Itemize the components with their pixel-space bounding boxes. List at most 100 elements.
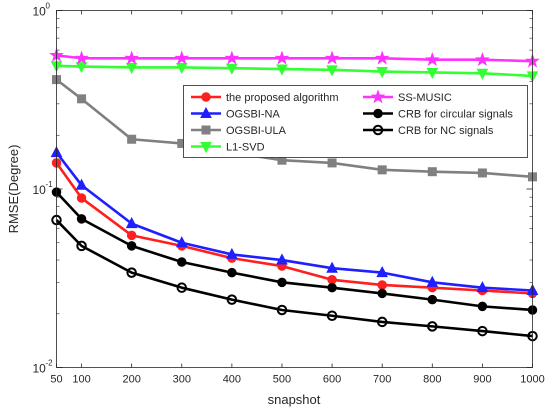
marker-shape <box>124 50 140 65</box>
y-tick-label: 10 <box>33 183 47 197</box>
data-point <box>327 282 337 293</box>
marker-shape <box>276 304 288 316</box>
marker-shape <box>376 266 389 278</box>
data-point <box>326 65 338 77</box>
data-point <box>276 64 288 76</box>
data-point <box>126 267 137 278</box>
marker-shape <box>200 142 212 154</box>
marker-shape <box>227 267 237 278</box>
legend-marker <box>372 124 384 136</box>
y-tick-label: 10 <box>33 362 47 376</box>
marker-shape <box>176 282 188 293</box>
marker-shape <box>276 253 288 265</box>
legend-item: L1-SVD <box>191 142 265 154</box>
marker-shape <box>224 50 240 65</box>
x-tick-label: 900 <box>473 374 491 386</box>
legend-label: CRB for NC signals <box>398 125 494 137</box>
series-ss-music <box>49 47 540 68</box>
series-l1-svd <box>50 61 539 83</box>
y-axis-label: RMSE(Degree) <box>6 145 21 234</box>
series-crb-for-nc-signals <box>51 214 538 342</box>
marker-shape <box>126 267 137 278</box>
marker-shape <box>377 288 387 299</box>
marker-shape <box>77 94 87 104</box>
marker-shape <box>476 68 489 80</box>
data-point <box>124 50 140 65</box>
marker-shape <box>475 51 490 67</box>
x-tick-label: 700 <box>373 374 391 386</box>
marker-shape <box>201 92 211 102</box>
data-point <box>276 253 288 265</box>
marker-shape <box>226 294 238 305</box>
marker-shape <box>326 310 338 321</box>
marker-shape <box>477 325 488 337</box>
marker-shape <box>377 165 387 175</box>
legend-label: the proposed algorithm <box>226 92 339 104</box>
data-point <box>75 178 88 190</box>
data-point <box>76 193 87 203</box>
x-tick-label: 100 <box>72 374 90 386</box>
data-point <box>427 167 437 177</box>
data-point <box>427 294 438 305</box>
legend-marker <box>200 142 212 154</box>
data-point <box>76 240 87 252</box>
data-point <box>75 62 88 74</box>
data-point <box>125 217 138 229</box>
x-tick-label: 300 <box>173 374 191 386</box>
data-point <box>125 62 138 74</box>
x-axis-label: snapshot <box>268 392 321 407</box>
data-point <box>475 51 490 67</box>
marker-shape <box>126 241 137 251</box>
marker-shape <box>74 50 89 65</box>
marker-shape <box>372 124 384 136</box>
marker-shape <box>327 282 337 293</box>
marker-shape <box>177 257 187 267</box>
data-point <box>376 67 389 79</box>
data-point <box>226 247 238 259</box>
data-point <box>274 50 290 65</box>
marker-shape <box>327 275 337 285</box>
marker-shape <box>327 158 337 168</box>
marker-shape <box>127 134 137 144</box>
data-point <box>477 168 487 178</box>
marker-shape <box>75 178 88 190</box>
legend-label: SS-MUSIC <box>398 92 452 104</box>
marker-shape <box>427 294 438 305</box>
series-layer <box>49 47 540 342</box>
data-point <box>174 50 190 65</box>
marker-shape <box>226 247 238 259</box>
marker-shape <box>426 67 439 79</box>
data-point <box>476 68 489 80</box>
data-point <box>426 275 439 287</box>
legend-label: L1-SVD <box>226 142 265 154</box>
series-ogsbi-na <box>50 145 539 296</box>
marker-shape <box>75 62 88 74</box>
marker-shape <box>200 106 212 118</box>
series-crb-for-circular-signals <box>51 187 538 315</box>
legend-box <box>183 85 528 158</box>
legend-label: OGSBI-ULA <box>226 125 287 137</box>
legend-item: the proposed algorithm <box>191 92 339 104</box>
legend-item: CRB for circular signals <box>363 109 513 121</box>
y-tick-label-exponent: -1 <box>46 180 54 189</box>
marker-shape <box>373 108 383 119</box>
marker-shape <box>377 280 387 290</box>
marker-shape <box>201 125 211 135</box>
marker-shape <box>326 65 338 77</box>
series-line <box>55 219 533 338</box>
marker-shape <box>76 240 87 252</box>
data-point <box>177 257 187 267</box>
legend-item: OGSBI-ULA <box>191 125 287 137</box>
data-point <box>176 282 188 293</box>
data-point <box>277 277 287 288</box>
x-tick-label: 800 <box>423 374 441 386</box>
data-point <box>377 280 387 290</box>
data-point <box>126 230 137 241</box>
data-point <box>326 310 338 321</box>
data-point <box>226 294 238 305</box>
data-point <box>224 50 240 65</box>
marker-shape <box>326 261 338 273</box>
marker-shape <box>426 275 439 287</box>
